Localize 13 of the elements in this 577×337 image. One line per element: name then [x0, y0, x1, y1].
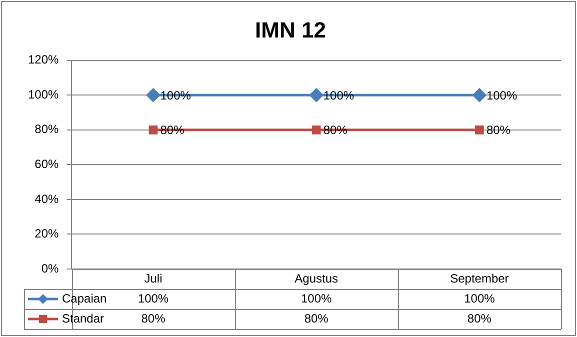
x-tick-label: September: [450, 271, 509, 286]
y-tick-label: 40%: [34, 192, 60, 206]
text: 100%: [486, 88, 518, 102]
y-tick-label: 20%: [34, 226, 60, 241]
y-tick-label: 60%: [34, 157, 60, 172]
y-tick-label: 100%: [28, 87, 60, 102]
chart-title: IMN 12: [255, 17, 326, 42]
y-tick-label: 120%: [28, 52, 60, 67]
x-tick-label: Juli: [144, 271, 162, 286]
x-tick-label: Agustus: [294, 271, 338, 286]
y-tick-label: 0%: [41, 261, 60, 276]
y-tick-label: 80%: [34, 122, 60, 136]
text: 80%: [486, 123, 510, 138]
